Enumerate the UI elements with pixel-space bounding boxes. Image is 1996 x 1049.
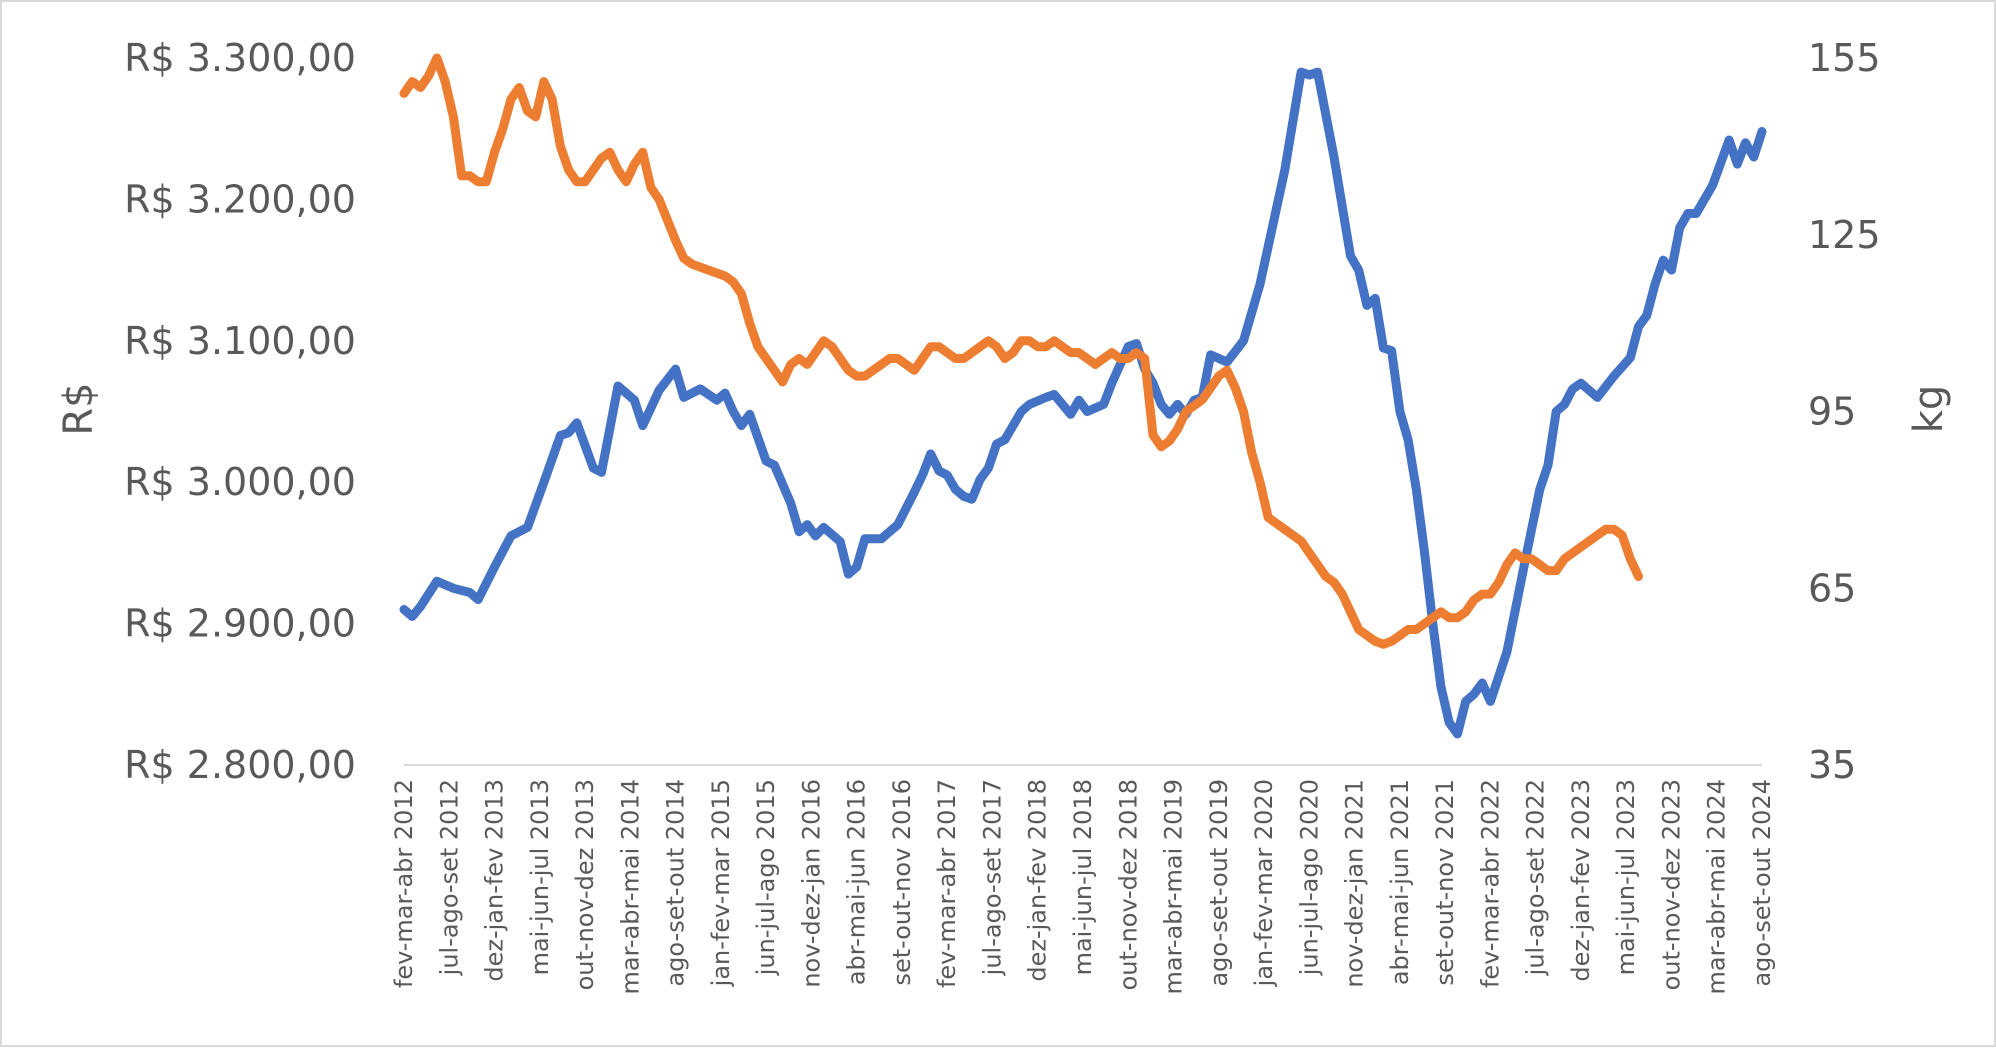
x-tick-label: ago-set-out 2014 — [662, 779, 690, 987]
right-tick-label: 95 — [1808, 390, 1856, 434]
series-lines — [399, 53, 1767, 739]
x-tick-label: dez-jan-fev 2023 — [1567, 779, 1595, 982]
x-tick-label: jun-jul-ago 2015 — [752, 779, 780, 976]
x-tick-label: ago-set-out 2024 — [1748, 779, 1776, 987]
right-tick-label: 125 — [1808, 213, 1881, 257]
right-tick-label: 155 — [1808, 36, 1881, 80]
left-axis-ticks: R$ 2.800,00 R$ 2.900,00 R$ 3.000,00 R$ 3.10… — [124, 36, 356, 787]
left-tick-label: R$ 3.200,00 — [124, 177, 356, 221]
x-tick-label: dez-jan-fev 2018 — [1024, 779, 1052, 982]
x-tick-label: out-nov-dez 2018 — [1114, 779, 1142, 990]
x-tick-label: jun-jul-ago 2020 — [1295, 779, 1323, 976]
x-tick-label: out-nov-dez 2013 — [571, 779, 599, 990]
x-tick-label: fev-mar-abr 2022 — [1476, 779, 1504, 988]
x-tick-label: fev-mar-abr 2017 — [933, 779, 961, 988]
x-tick-label: mar-abr-mai 2019 — [1160, 779, 1188, 994]
right-axis-ticks: 35 65 95 125 155 — [1808, 36, 1881, 787]
left-tick-label: R$ 2.800,00 — [124, 743, 356, 787]
left-tick-label: R$ 3.100,00 — [124, 319, 356, 363]
x-tick-label: mar-abr-mai 2024 — [1703, 779, 1731, 994]
right-tick-label: 65 — [1808, 566, 1856, 610]
x-tick-label: out-nov-dez 2023 — [1657, 779, 1685, 990]
x-tick-label: ago-set-out 2019 — [1205, 779, 1233, 987]
x-tick-label: mar-abr-mai 2014 — [616, 779, 644, 994]
x-tick-label: nov-dez-jan 2021 — [1341, 779, 1369, 988]
series-line-kg — [399, 53, 1643, 649]
x-tick-label: abr-mai-jun 2021 — [1386, 779, 1414, 985]
series-line-brl — [399, 67, 1767, 739]
x-tick-label: mai-jun-jul 2018 — [1069, 779, 1097, 975]
x-tick-label: fev-mar-abr 2012 — [390, 779, 418, 988]
left-tick-label: R$ 3.300,00 — [124, 36, 356, 80]
right-axis-title: kg — [1906, 385, 1952, 434]
x-tick-label: dez-jan-fev 2013 — [481, 779, 509, 982]
right-tick-label: 35 — [1808, 743, 1856, 787]
x-tick-label: jul-ago-set 2017 — [978, 779, 1006, 976]
x-tick-label: set-out-nov 2021 — [1431, 779, 1459, 986]
left-tick-label: R$ 3.000,00 — [124, 460, 356, 504]
x-axis-ticks: fev-mar-abr 2012 jul-ago-set 2012 dez-jan-… — [390, 779, 1776, 994]
left-tick-label: R$ 2.900,00 — [124, 602, 356, 646]
x-tick-label: abr-mai-jun 2016 — [843, 779, 871, 985]
x-tick-label: jan-fev-mar 2015 — [707, 779, 735, 987]
left-axis-title: R$ — [56, 382, 102, 435]
x-tick-label: jan-fev-mar 2020 — [1250, 779, 1278, 987]
x-tick-label: mai-jun-jul 2013 — [526, 779, 554, 975]
x-tick-label: nov-dez-jan 2016 — [797, 779, 825, 988]
x-tick-label: jul-ago-set 2012 — [435, 779, 463, 976]
x-tick-label: mai-jun-jul 2023 — [1612, 779, 1640, 975]
x-tick-label: jul-ago-set 2022 — [1522, 779, 1550, 976]
x-tick-label: set-out-nov 2016 — [888, 779, 916, 986]
